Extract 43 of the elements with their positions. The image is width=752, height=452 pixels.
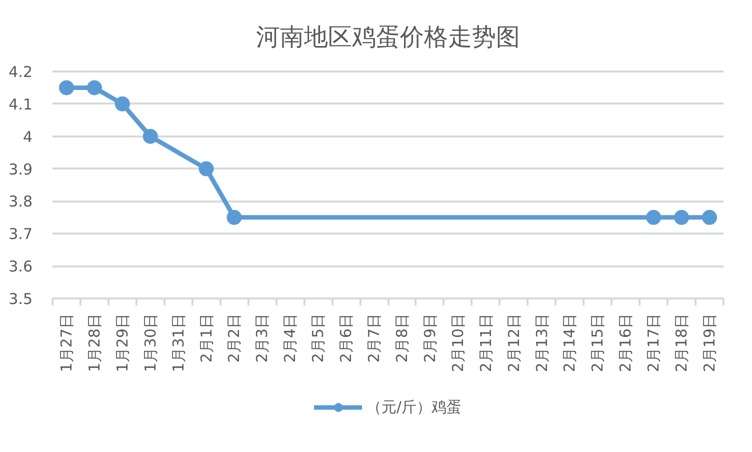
y-tick-label: 3.7: [8, 225, 33, 244]
x-tick-label: 2月2日: [225, 313, 244, 363]
x-tick-label: 2月5日: [309, 313, 328, 363]
y-tick-label: 3.6: [8, 258, 33, 276]
y-tick-label: 4: [22, 128, 33, 146]
x-tick-label: 2月13日: [532, 313, 551, 372]
x-tick-label: 1月30日: [141, 313, 160, 372]
x-tick-label: 2月4日: [281, 313, 300, 363]
point: [674, 210, 690, 225]
point: [142, 128, 158, 144]
x-tick-label: 2月6日: [337, 313, 356, 363]
x-tick-label: 2月18日: [672, 313, 691, 372]
y-tick-label: 4.2: [8, 63, 33, 81]
x-tick-label: 2月15日: [588, 313, 607, 372]
point: [86, 80, 102, 96]
x-tick-label: 2月11日: [476, 313, 495, 372]
x-tick-label: 2月8日: [392, 313, 411, 363]
point: [58, 80, 74, 96]
x-tick-label: 2月7日: [365, 313, 384, 363]
x-tick-label: 1月29日: [113, 313, 132, 372]
x-tick-label: 2月1日: [197, 313, 216, 363]
x-tick-label: 2月16日: [616, 313, 635, 372]
x-tick-label: 2月14日: [560, 313, 579, 372]
x-tick-label: 1月27日: [57, 313, 76, 372]
x-tick-label: 2月10日: [448, 313, 467, 372]
y-tick-label: 3.5: [8, 290, 33, 308]
point: [702, 210, 718, 225]
y-tick-label: 4.1: [8, 95, 33, 114]
point: [198, 161, 214, 176]
x-tick-label: 2月12日: [504, 313, 523, 372]
x-tick-label: 2月9日: [420, 313, 439, 363]
legend-label: （元/斤）鸡蛋: [366, 398, 462, 416]
x-tick-label: 2月17日: [644, 313, 663, 372]
x-tick-label: 2月3日: [253, 313, 272, 363]
y-tick-label: 3.9: [8, 160, 33, 178]
chart-title: 河南地区鸡蛋价格走势图: [256, 23, 520, 51]
x-tick-label: 1月28日: [85, 313, 104, 372]
point: [114, 96, 130, 112]
y-tick-label: 3.8: [8, 192, 33, 211]
point: [226, 210, 242, 225]
point: [646, 210, 662, 225]
x-tick-label: 2月19日: [700, 313, 719, 372]
x-tick-label: 1月31日: [169, 313, 188, 372]
